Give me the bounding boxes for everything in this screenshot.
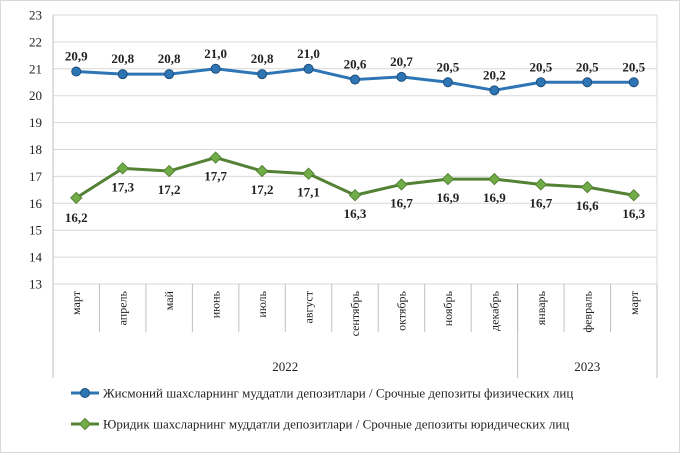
series-1-point-12 [627, 189, 640, 202]
data-labels: 20,9 20,8 20,8 21,0 20,8 21,0 20,6 20,7 20,5 20,2… [65, 46, 646, 225]
series-1-label-10: 16,7 [529, 195, 552, 210]
series-0-point-12 [628, 77, 639, 88]
gridlines [53, 14, 657, 285]
series-1-point-7 [395, 178, 408, 191]
series-0-label-2: 20,8 [158, 51, 181, 66]
x-tick-label-9: декабрь [487, 290, 501, 331]
series-0-label-3: 21,0 [204, 46, 227, 61]
x-tick-label-11: февраль [580, 290, 594, 332]
series-1-label-6: 16,3 [344, 206, 367, 221]
series-1-point-9 [488, 172, 501, 186]
series-0-label-6: 20,6 [344, 57, 367, 72]
legend: Жисмоний шахсларнинг муддатли депозитлар… [71, 386, 573, 432]
series-0-label-7: 20,7 [390, 54, 413, 69]
series-0-label-9: 20,2 [483, 67, 506, 82]
legend-label-1: Юридик шахсларнинг муддатли депозитлари … [103, 417, 569, 432]
x-tick-label-6: сентябрь [348, 290, 362, 336]
y-tick-label-13: 13 [29, 277, 42, 292]
series-0-label-4: 20,8 [251, 51, 274, 66]
series-1-label-12: 16,3 [622, 206, 645, 221]
series-1-point-1 [116, 162, 129, 175]
series-1-label-1: 17,3 [111, 179, 134, 194]
series-0-label-12: 20,5 [622, 59, 645, 74]
x-tick-label-2: май [162, 290, 176, 310]
y-tick-label-14: 14 [29, 250, 43, 265]
series-0-label-0: 20,9 [65, 48, 88, 63]
series-0-point-5 [303, 63, 314, 74]
y-tick-label-17: 17 [29, 169, 43, 184]
series-1-label-0: 16,2 [65, 210, 88, 225]
series-1-label-5: 17,1 [297, 185, 320, 200]
series-1-point-5 [302, 167, 315, 180]
series-0-point-6 [350, 74, 360, 85]
series-0-point-7 [396, 71, 407, 82]
x-tick-label-5: август [302, 290, 316, 323]
y-tick-label-16: 16 [29, 196, 43, 211]
series-1-label-4: 17,2 [251, 182, 274, 197]
legend-label-0: Жисмоний шахсларнинг муддатли депозитлар… [103, 386, 573, 401]
y-tick-label-19: 19 [29, 115, 42, 130]
year-label-2022: 2022 [272, 359, 298, 374]
series-0-point-1 [117, 69, 128, 80]
series-1-label-11: 16,6 [576, 198, 599, 213]
series-0-point-9 [489, 85, 500, 96]
x-tick-label-12: март [627, 290, 641, 315]
x-tick-label-7: октябрь [394, 290, 408, 330]
x-tick-label-10: январь [534, 290, 548, 325]
series-1-point-10 [534, 178, 548, 191]
y-tick-label-21: 21 [29, 61, 42, 76]
series-1-point-3 [209, 151, 222, 164]
x-tick-label-1: апрель [116, 290, 130, 325]
x-tick-label-0: март [69, 290, 83, 315]
legend-marker-1 [78, 417, 92, 431]
series-1-label-2: 17,2 [158, 182, 181, 197]
series-0-label-5: 21,0 [297, 46, 320, 61]
y-tick-label-23: 23 [29, 8, 42, 23]
series-1-label-7: 16,7 [390, 195, 413, 210]
y-tick-label-15: 15 [29, 223, 42, 238]
series-1-point-0 [70, 191, 83, 205]
series-0-label-11: 20,5 [576, 59, 599, 74]
year-label-2023: 2023 [574, 359, 600, 374]
series-1-label-3: 17,7 [204, 169, 227, 184]
series-0-point-4 [257, 69, 268, 80]
series-1-point-8 [441, 172, 455, 186]
legend-marker-0 [80, 388, 90, 398]
series-0-point-11 [582, 77, 593, 88]
series-0-point-0 [71, 66, 82, 77]
x-tick-label-8: ноябрь [441, 290, 455, 326]
series-0-label-8: 20,5 [437, 59, 460, 74]
series-1-label-8: 16,9 [437, 190, 460, 205]
series-1-point-6 [348, 189, 362, 202]
series-0-label-10: 20,5 [529, 59, 552, 74]
series-1-point-2 [162, 164, 176, 178]
x-tick-label-4: июль [255, 290, 269, 317]
series-1-point-4 [255, 164, 269, 178]
series-1-point-11 [581, 180, 594, 194]
series-0-point-8 [442, 77, 453, 88]
y-tick-label-20: 20 [29, 88, 42, 103]
y-tick-label-22: 22 [29, 34, 42, 49]
series-0-label-1: 20,8 [111, 51, 134, 66]
series-1-label-9: 16,9 [483, 190, 506, 205]
series-0-point-10 [535, 77, 546, 88]
x-tick-label-3: июнь [209, 290, 223, 318]
series-0-point-2 [164, 69, 175, 80]
series-0-point-3 [210, 63, 221, 74]
y-tick-label-18: 18 [29, 142, 42, 157]
series [70, 63, 640, 205]
axes: 13 14 15 16 17 18 19 20 21 22 23 март апрель май июнь и… [29, 8, 658, 378]
